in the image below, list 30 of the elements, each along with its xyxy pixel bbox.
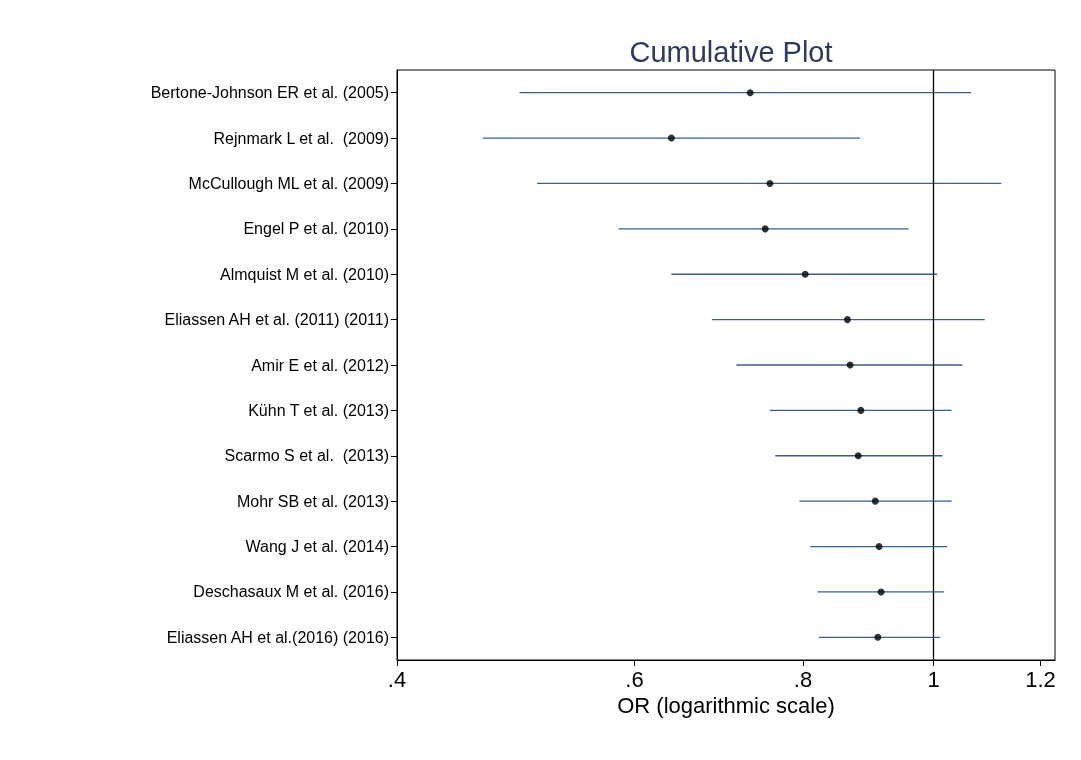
point bbox=[875, 543, 883, 551]
x-tick-label: .4 bbox=[387, 666, 407, 692]
point bbox=[871, 497, 879, 505]
x-axis-title: OR (logarithmic scale) bbox=[617, 693, 835, 719]
y-tick-label: Bertone-Johnson ER et al. (2005) bbox=[150, 84, 389, 102]
point bbox=[854, 452, 862, 460]
y-tick-label: Eliassen AH et al.(2016) (2016) bbox=[166, 628, 389, 646]
chart-title: Cumulative Plot bbox=[629, 35, 833, 68]
x-tick-label: 1.2 bbox=[1025, 666, 1056, 692]
point bbox=[761, 225, 769, 233]
y-tick-label: Kühn T et al. (2013) bbox=[248, 401, 389, 419]
point bbox=[746, 89, 754, 97]
y-tick-label: Amir E et al. (2012) bbox=[251, 356, 389, 374]
y-tick-label: Scarmo S et al. (2013) bbox=[224, 447, 389, 465]
point bbox=[843, 316, 851, 324]
point bbox=[874, 633, 882, 641]
y-tick-label: Eliassen AH et al. (2011) (2011) bbox=[164, 311, 389, 329]
x-tick-label: .6 bbox=[625, 666, 644, 692]
y-tick-label: Wang J et al. (2014) bbox=[245, 538, 389, 556]
point bbox=[801, 270, 809, 278]
y-tick-label: Almquist M et al. (2010) bbox=[220, 265, 389, 283]
y-tick-label: Engel P et al. (2010) bbox=[243, 220, 389, 238]
point bbox=[857, 406, 865, 414]
point bbox=[766, 179, 774, 187]
y-tick-label: Mohr SB et al. (2013) bbox=[236, 492, 389, 510]
x-tick-label: .8 bbox=[793, 666, 813, 692]
x-tick-label: 1 bbox=[927, 666, 940, 692]
y-tick-label: Deschasaux M et al. (2016) bbox=[193, 583, 389, 601]
y-tick-label: McCullough ML et al. (2009) bbox=[188, 174, 389, 192]
y-tick-label: Rejnmark L et al. (2009) bbox=[213, 129, 389, 147]
